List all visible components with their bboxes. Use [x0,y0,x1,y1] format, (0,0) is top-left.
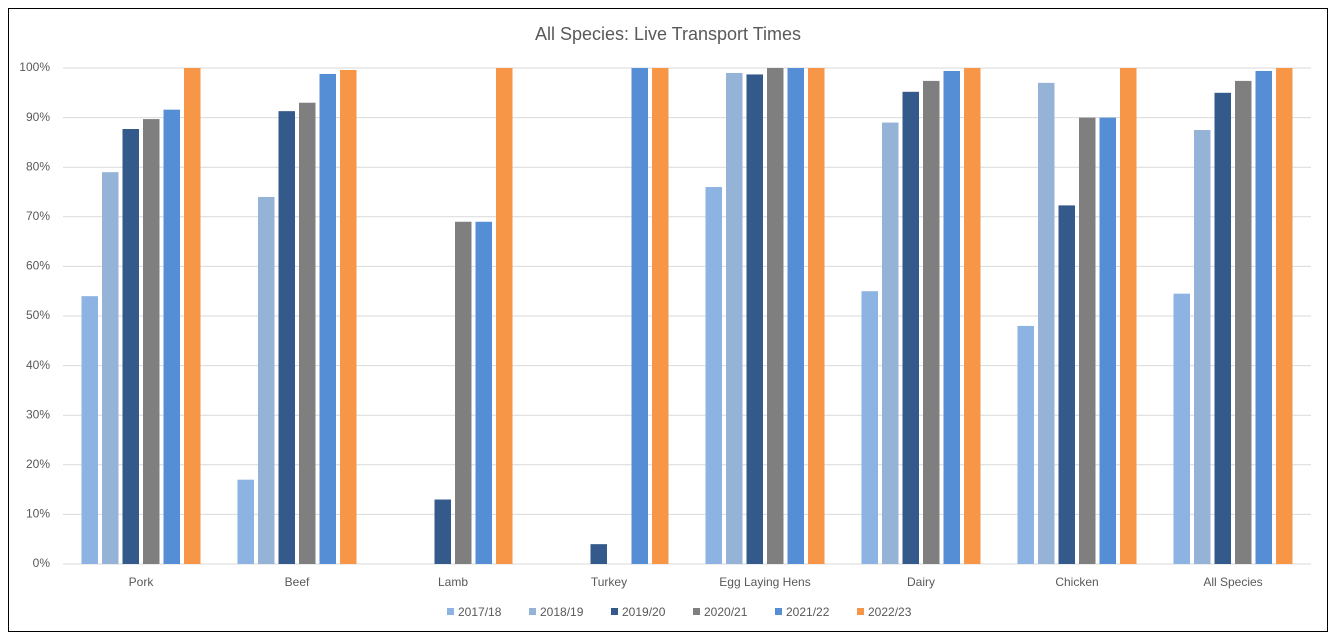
bar [652,68,669,564]
y-tick-label: 40% [26,358,50,372]
bar [1017,325,1034,564]
legend-label: 2018/19 [540,605,584,619]
legend-label: 2020/21 [704,605,748,619]
bar [1173,293,1190,564]
x-tick-label: Dairy [907,575,935,589]
y-tick-label: 50% [26,308,50,322]
x-tick-label: Egg Laying Hens [719,575,810,589]
bar [319,73,336,565]
bar [143,119,160,564]
bar [746,74,763,564]
legend-swatch [611,608,618,615]
bar [122,129,139,564]
x-tick-label: Turkey [591,575,627,589]
bar [590,544,607,564]
bar [340,69,357,564]
legend-swatch [447,608,454,615]
y-tick-label: 20% [26,457,50,471]
bar [299,102,316,564]
y-tick-label: 60% [26,259,50,273]
y-tick-label: 80% [26,159,50,173]
x-tick-label: All Species [1203,575,1262,589]
bar [964,68,981,564]
bar [902,91,919,565]
bar [1214,92,1231,565]
y-tick-label: 90% [26,110,50,124]
y-tick-label: 100% [19,60,50,74]
x-tick-label: Pork [129,575,155,589]
bar [1276,68,1293,564]
bar [496,68,513,564]
y-tick-label: 0% [33,556,51,570]
legend-label: 2022/23 [868,605,912,619]
bar [631,68,648,564]
bar [278,111,295,564]
bar [882,122,899,564]
bar [163,109,180,564]
bar [1058,205,1075,564]
y-tick-label: 70% [26,209,50,223]
bar [184,68,201,564]
legend-swatch [529,608,536,615]
bar [787,68,804,564]
legend-label: 2019/20 [622,605,666,619]
bar [455,221,472,564]
bar [1235,80,1252,564]
bar [767,68,784,564]
bar [81,296,98,564]
bar [237,479,254,564]
bar [1038,82,1055,564]
y-tick-label: 30% [26,407,50,421]
chart-title: All Species: Live Transport Times [535,24,801,44]
legend-swatch [693,608,700,615]
bar [475,221,492,564]
bar [861,291,878,564]
bar [808,68,825,564]
bar [1079,117,1096,564]
x-tick-label: Lamb [438,575,468,589]
y-tick-label: 10% [26,507,50,521]
legend-label: 2017/18 [458,605,502,619]
bar [1194,130,1211,564]
bar [1120,68,1137,564]
bar [102,172,119,564]
bar [434,499,451,564]
bar [1099,117,1116,564]
bar [726,72,743,565]
bar [923,80,940,564]
legend-swatch [857,608,864,615]
legend-label: 2021/22 [786,605,830,619]
bar [258,196,275,564]
bar [705,187,722,565]
x-tick-label: Beef [285,575,310,589]
x-tick-label: Chicken [1055,575,1098,589]
bar [943,70,960,564]
bar [1255,70,1272,564]
chart-frame [8,8,1328,632]
legend-swatch [775,608,782,615]
